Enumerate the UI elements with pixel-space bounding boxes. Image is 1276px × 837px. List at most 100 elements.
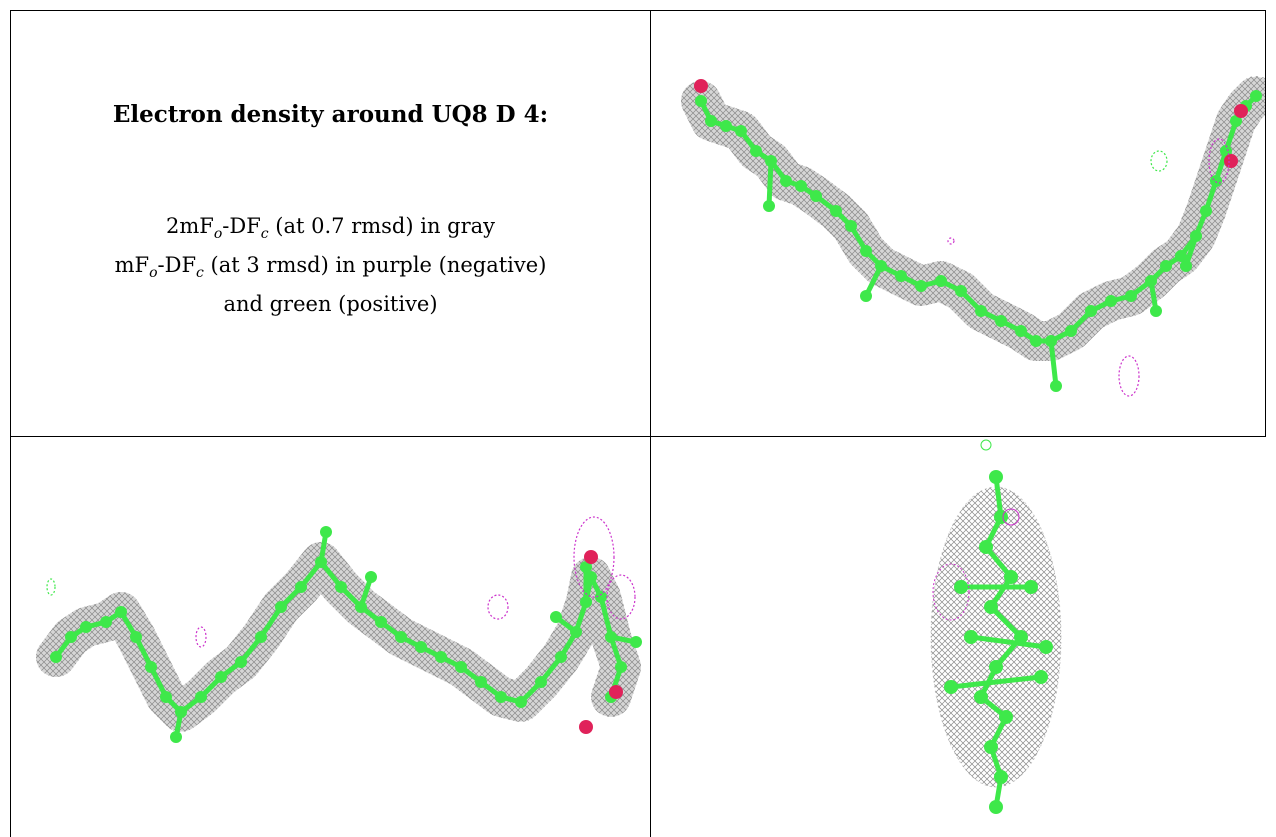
atom: [763, 200, 775, 212]
oxygen-atom: [694, 79, 708, 93]
atom: [974, 690, 988, 704]
oxygen-atom: [1234, 104, 1248, 118]
atom: [1175, 250, 1187, 262]
atom: [999, 710, 1013, 724]
density-view-3: [651, 437, 1266, 837]
atom: [705, 115, 717, 127]
atom: [555, 651, 567, 663]
atom: [979, 540, 993, 554]
legend-text: 2mF: [165, 214, 214, 238]
atom: [1210, 175, 1222, 187]
atom: [315, 556, 327, 568]
legend-text: -DF: [157, 253, 197, 278]
negative-density: [1208, 138, 1230, 184]
legend-text: (at 0.7 rmsd) in gray: [268, 214, 496, 238]
atom: [335, 581, 347, 593]
atom: [115, 606, 127, 618]
atom: [1024, 580, 1038, 594]
atom: [1150, 305, 1162, 317]
atom: [720, 120, 732, 132]
atom: [550, 611, 562, 623]
atom: [780, 175, 792, 187]
density-heading: Electron density around UQ8 D 4:: [112, 101, 549, 128]
atom: [495, 691, 507, 703]
atom: [845, 220, 857, 232]
figure-table: Electron density around UQ8 D 4: 2mFo-DF…: [10, 10, 1266, 837]
negative-density: [195, 626, 207, 648]
atom: [195, 691, 207, 703]
atom: [275, 601, 287, 613]
atom: [1250, 90, 1262, 102]
positive-density: [980, 439, 992, 451]
bond-branch: [766, 158, 774, 209]
density-image-2: [36, 516, 642, 743]
density-legend: 2mFo-DFc (at 0.7 rmsd) in gray mFo-DFc (…: [11, 211, 650, 320]
atom: [1045, 335, 1057, 347]
atom: [994, 770, 1008, 784]
atom: [100, 616, 112, 628]
positive-density: [1150, 150, 1168, 172]
atom: [750, 145, 762, 157]
atom: [435, 651, 447, 663]
legend-line-mfo: mFo-DFc (at 3 rmsd) in purple (negative): [11, 250, 650, 289]
atom: [935, 275, 947, 287]
atom: [580, 561, 592, 573]
atom: [130, 631, 142, 643]
atom: [1105, 295, 1117, 307]
atom: [365, 571, 377, 583]
atom: [515, 696, 527, 708]
density-view-1: [651, 11, 1265, 436]
atom: [175, 706, 187, 718]
atom: [80, 621, 92, 633]
atom: [989, 470, 1003, 484]
atom: [415, 641, 427, 653]
atom: [810, 190, 822, 202]
density-view-2: [11, 437, 650, 837]
table-right-border: [1265, 10, 1266, 436]
table-left-border: [10, 10, 11, 837]
atom: [1160, 260, 1172, 272]
atom: [1180, 260, 1192, 272]
legend-subscript: c: [260, 226, 269, 243]
legend-line-positive: and green (positive): [223, 292, 438, 317]
atom: [989, 800, 1003, 814]
atom: [1004, 570, 1018, 584]
caption-cell: Electron density around UQ8 D 4: 2mFo-DF…: [11, 11, 650, 436]
atom: [1065, 325, 1077, 337]
atom: [955, 285, 967, 297]
atom: [915, 280, 927, 292]
atom: [1030, 335, 1042, 347]
atom: [1015, 325, 1027, 337]
atom: [695, 95, 707, 107]
atom: [1230, 115, 1242, 127]
bond-branch: [970, 634, 1047, 650]
atom: [375, 616, 387, 628]
negative-density: [487, 594, 509, 620]
atom: [235, 656, 247, 668]
atom: [1145, 275, 1157, 287]
atom: [455, 661, 467, 673]
legend-subscript: o: [213, 226, 223, 243]
density-mesh: [931, 487, 1061, 787]
atom: [585, 571, 597, 583]
atom: [355, 601, 367, 613]
atom: [1034, 670, 1048, 684]
atom: [395, 631, 407, 643]
legend-text: (at 3 rmsd) in purple (negative): [203, 253, 547, 278]
atom: [475, 676, 487, 688]
atom: [170, 731, 182, 743]
atom: [1125, 290, 1137, 302]
legend-line-2mfo: 2mFo-DFc (at 0.7 rmsd) in gray: [11, 211, 650, 250]
atom: [860, 290, 872, 302]
table-middle-border: [10, 436, 1266, 437]
negative-density: [1002, 508, 1020, 526]
negative-density: [573, 516, 615, 598]
atom: [765, 155, 777, 167]
atom: [1050, 380, 1062, 392]
legend-subscript: c: [196, 265, 204, 282]
oxygen-atom: [584, 550, 598, 564]
atom: [895, 270, 907, 282]
oxygen-atom: [1224, 154, 1238, 168]
atom: [570, 626, 582, 638]
positive-density: [46, 578, 56, 596]
